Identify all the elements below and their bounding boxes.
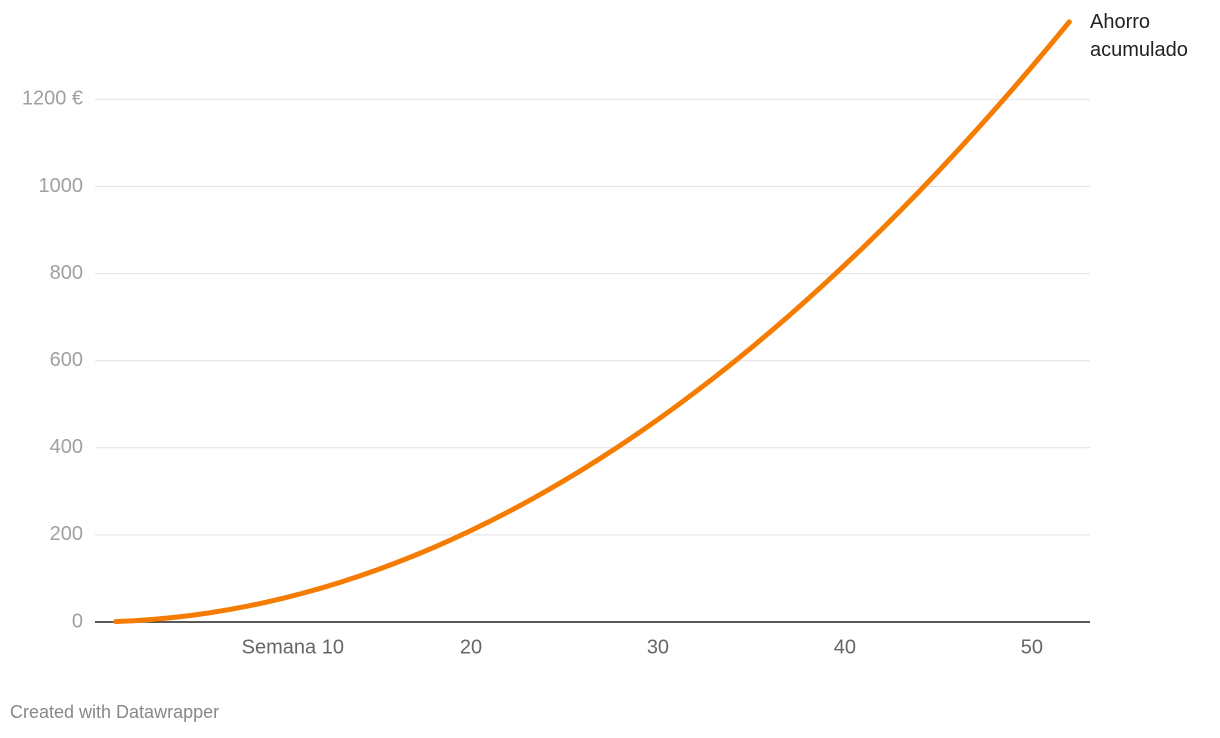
x-tick-label: Semana 10 xyxy=(242,636,344,658)
y-tick-label: 200 xyxy=(50,523,83,545)
y-tick-label: 400 xyxy=(50,436,83,458)
x-tick-label: 40 xyxy=(834,636,856,658)
x-tick-label: 20 xyxy=(460,636,482,658)
line xyxy=(113,19,1072,625)
x-tick-label: 50 xyxy=(1021,636,1043,658)
series-label: Ahorro acumulado xyxy=(1090,11,1188,61)
x-tick-label: 30 xyxy=(647,636,669,658)
y-tick-label: 0 xyxy=(72,610,83,632)
credit: Created with Datawrapper xyxy=(10,702,220,722)
y-tick-label: 800 xyxy=(50,262,83,284)
y-tick-label: 1000 xyxy=(39,175,84,197)
y-tick-label: 600 xyxy=(50,349,83,371)
y-tick-label: 1200 € xyxy=(22,88,83,110)
